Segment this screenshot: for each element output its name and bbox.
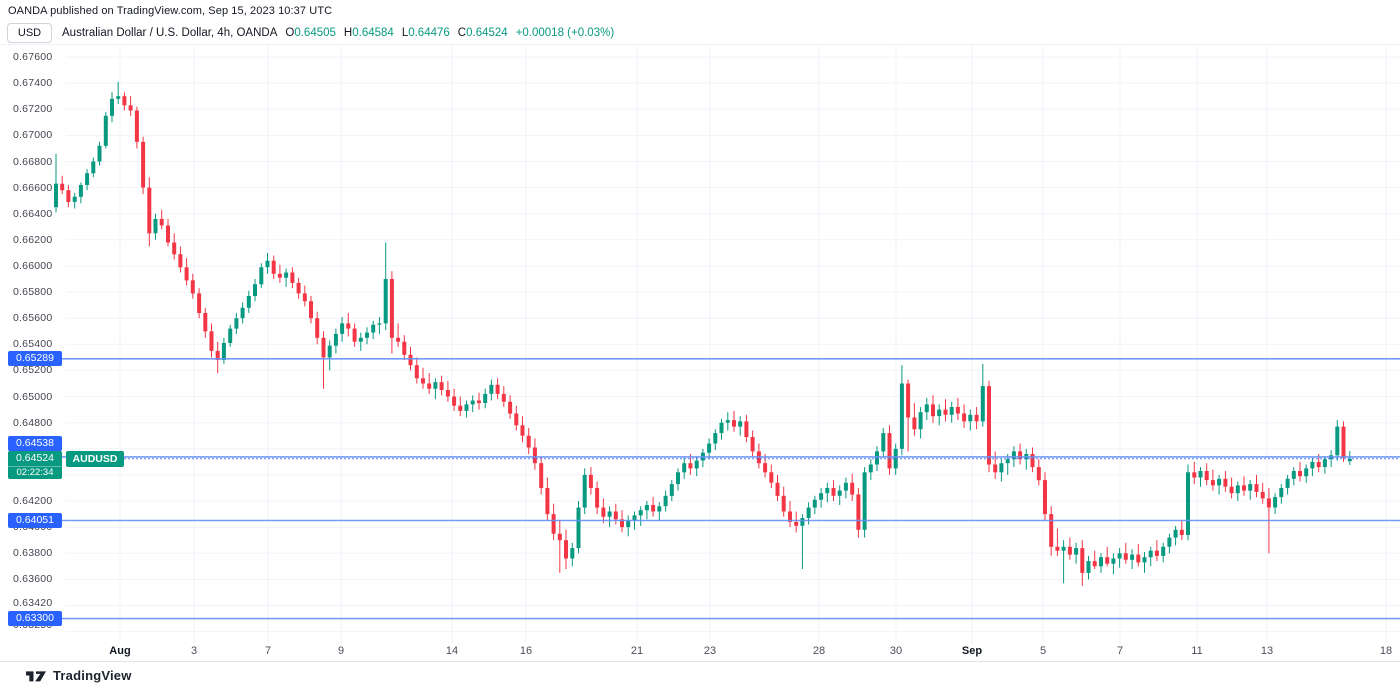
price-level-badge: 0.63300: [8, 611, 62, 627]
time-axis-label: 16: [519, 645, 533, 657]
footer-logo[interactable]: TradingView: [25, 666, 132, 684]
time-axis-label: 18: [1379, 645, 1393, 657]
time-axis-label: 14: [445, 645, 459, 657]
bar-countdown-timer: 02:22:34: [8, 466, 62, 480]
footer-separator: [0, 661, 1400, 662]
time-axis-label: 21: [630, 645, 644, 657]
time-axis-label: 13: [1260, 645, 1274, 657]
symbol-legend: Australian Dollar / U.S. Dollar, 4h, OAN…: [62, 25, 614, 41]
price-level-badge: 0.64051: [8, 513, 62, 528]
price-axis-label: 0.67000: [13, 129, 53, 142]
price-axis-label: 0.63800: [13, 547, 53, 560]
ohlc-open: O0.64505: [285, 27, 336, 39]
ohlc-close: C0.64524: [457, 27, 508, 39]
ohlc-low: L0.64476: [401, 27, 450, 39]
grid: [66, 44, 1400, 643]
time-axis-label: 7: [264, 645, 272, 657]
price-level-badge: 0.65289: [8, 351, 62, 367]
time-axis-label: 23: [703, 645, 717, 657]
attribution-text: OANDA published on TradingView.com, Sep …: [8, 5, 333, 17]
price-axis-label: 0.66800: [13, 155, 53, 168]
symbol-price-label: AUDUSD: [66, 450, 124, 467]
time-axis-label: 5: [1039, 645, 1047, 657]
price-axis-label: 0.65400: [13, 338, 53, 351]
currency-button[interactable]: USD: [7, 23, 52, 43]
price-axis-label: 0.66600: [13, 181, 53, 194]
price-axis-label: 0.64200: [13, 495, 53, 507]
price-axis-label: 0.65000: [13, 390, 53, 403]
current-price-value: 0.64524: [8, 451, 62, 467]
footer-brand-label: TradingView: [53, 667, 132, 683]
time-axis-label: 11: [1191, 645, 1203, 657]
time-axis-label: Sep: [961, 645, 983, 657]
price-axis-label: 0.66400: [13, 207, 53, 220]
price-change: +0.00018 (+0.03%): [515, 27, 615, 39]
time-axis-label: 28: [812, 645, 826, 657]
price-axis-label: 0.64800: [13, 416, 53, 429]
horizontal-level-lines[interactable]: [62, 357, 1400, 620]
price-axis-label: 0.67200: [13, 103, 53, 116]
price-axis-label: 0.66000: [13, 260, 53, 272]
pane-top-border: [0, 44, 1400, 45]
price-axis-label: 0.65600: [13, 312, 53, 325]
price-axis-label: 0.63600: [13, 573, 53, 586]
price-axis-label: 0.67600: [13, 51, 53, 63]
price-axis-label: 0.63420: [13, 596, 53, 609]
price-level-badge: 0.64538: [8, 436, 62, 452]
price-axis-label: 0.66200: [13, 233, 53, 246]
time-axis-label: 7: [1116, 645, 1124, 657]
candlestick-series: [54, 81, 1352, 586]
price-axis-label: 0.67400: [13, 77, 53, 90]
time-axis-label: 9: [337, 645, 345, 657]
symbol-title: Australian Dollar / U.S. Dollar, 4h, OAN…: [62, 27, 278, 39]
tradingview-icon: [26, 670, 46, 681]
time-axis-label: Aug: [109, 645, 131, 657]
time-axis-label: 3: [190, 645, 198, 657]
ohlc-high: H0.64584: [343, 27, 394, 39]
time-axis-label: 30: [889, 645, 903, 657]
current-price-badge: 0.64524 02:22:34: [8, 451, 62, 480]
price-axis-label: 0.65800: [13, 286, 53, 299]
legend-row: USD Australian Dollar / U.S. Dollar, 4h,…: [0, 22, 1400, 44]
price-axis-label: 0.65200: [13, 364, 53, 377]
